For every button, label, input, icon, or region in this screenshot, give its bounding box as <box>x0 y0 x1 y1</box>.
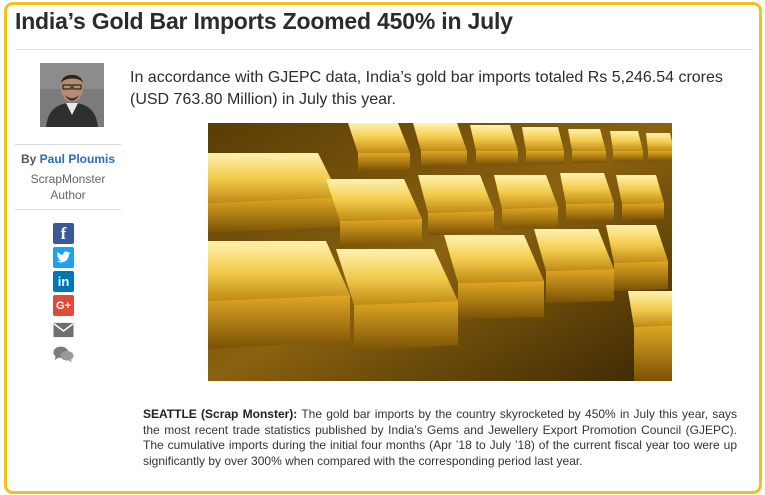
twitter-icon[interactable] <box>53 247 74 268</box>
title-divider <box>15 49 753 50</box>
author-role: ScrapMonster Author <box>15 171 121 203</box>
gold-bars-illustration <box>208 123 672 381</box>
article-card: India’s Gold Bar Imports Zoomed 450% in … <box>4 2 762 494</box>
dateline: SEATTLE (Scrap Monster): <box>143 407 298 421</box>
byline-prefix: By <box>20 152 37 166</box>
linkedin-icon[interactable]: in <box>53 271 74 292</box>
gold-bars-image <box>208 123 672 381</box>
author-title: Author <box>50 188 86 202</box>
author-org: ScrapMonster <box>30 172 106 186</box>
byline: By Paul Ploumis <box>15 152 121 166</box>
share-bar: f in G+ <box>53 223 77 367</box>
article-intro: In accordance with GJEPC data, India’s g… <box>130 69 723 108</box>
article-title: India’s Gold Bar Imports Zoomed 450% in … <box>15 8 513 34</box>
avatar[interactable] <box>40 63 104 127</box>
facebook-icon[interactable]: f <box>53 223 74 244</box>
article-body: SEATTLE (Scrap Monster): The gold bar im… <box>143 407 737 469</box>
comment-icon[interactable] <box>53 343 74 364</box>
article-body-text: The gold bar imports by the country skyr… <box>143 407 737 468</box>
email-icon[interactable] <box>53 319 74 340</box>
avatar-photo <box>40 63 104 127</box>
sidebar-divider <box>15 209 121 210</box>
google-plus-icon[interactable]: G+ <box>53 295 74 316</box>
author-link[interactable]: Paul Ploumis <box>39 152 116 166</box>
sidebar-divider <box>15 144 121 145</box>
